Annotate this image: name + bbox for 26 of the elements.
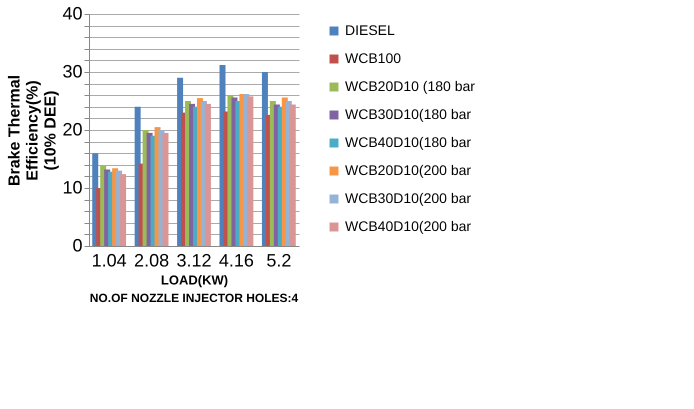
x-axis-title: LOAD(KW) [160, 272, 228, 288]
x-tick-label: 1.04 [92, 250, 127, 270]
y-tick-label: 40 [62, 4, 82, 24]
x-tick-label: 2.08 [134, 250, 170, 270]
y-tick-label: 20 [62, 120, 82, 140]
legend-label: WCB40D10(180 bar [345, 134, 472, 150]
legend-label: WCB30D10(180 bar [345, 106, 472, 122]
y-tick-label: 30 [62, 62, 82, 82]
x-tick-label: 4.16 [218, 250, 254, 270]
legend-label: WCB20D10 (180 bar [345, 78, 476, 94]
bar [290, 104, 296, 246]
legend-label: WCB40D10(200 bar [345, 218, 472, 234]
bar [204, 104, 211, 246]
y-tick-label: 10 [62, 178, 82, 198]
legend-label: WCB30D10(200 bar [345, 190, 472, 206]
y-tick-label: 0 [72, 236, 82, 256]
bar [247, 96, 254, 246]
legend-label: DIESEL [345, 22, 396, 38]
text: NO.OF NOZZLE INJECTOR HOLES:4 [90, 291, 299, 305]
x-tick-label: 3.12 [176, 250, 212, 270]
bar [162, 132, 168, 246]
x-tick-label: 5.2 [266, 250, 292, 270]
y-axis-title: Brake Thermal Efficiency(%) (10% DEE) [6, 74, 60, 186]
legend-label: WCB20D10(200 bar [345, 162, 472, 178]
legend-label: WCB100 [345, 50, 402, 66]
bar [120, 174, 126, 246]
